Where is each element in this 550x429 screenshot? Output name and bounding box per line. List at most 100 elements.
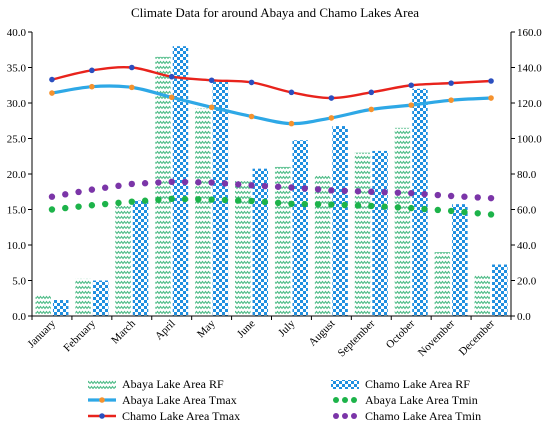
dot-abaya-lake-area-tmin-6-0 [288, 200, 295, 208]
x-label-january: January [25, 317, 58, 350]
right-tick-label-4: 80.0 [517, 169, 537, 181]
dot-chamo-lake-area-tmin-8-2 [394, 189, 402, 196]
bar-abaya-rf-november [434, 252, 451, 316]
marker-chamo-lake-area-tmax-11 [488, 78, 494, 84]
dot-chamo-lake-area-tmin-0-1 [62, 191, 69, 198]
dot-chamo-lake-area-tmin-1-0 [88, 186, 96, 193]
dot-chamo-lake-area-tmin-end [487, 194, 495, 202]
dot-abaya-lake-area-tmin-7-2 [354, 202, 362, 209]
dot-chamo-lake-area-tmin-7-1 [341, 187, 348, 195]
dot-abaya-lake-area-tmin-end [487, 211, 495, 218]
marker-abaya-lake-area-tmax-6 [288, 120, 295, 127]
bar-chamo-rf-january [52, 300, 69, 316]
legend-dot-abaya-lake-area-tmin-0 [333, 397, 339, 403]
marker-chamo-lake-area-tmax-1 [89, 67, 95, 74]
dot-abaya-lake-area-tmin-8-1 [381, 203, 388, 210]
bar-chamo-rf-may [212, 81, 229, 316]
bar-abaya-rf-october [394, 127, 411, 316]
marker-chamo-lake-area-tmax-4 [208, 77, 215, 84]
dot-chamo-lake-area-tmin-2-2 [155, 179, 162, 186]
legend: Abaya Lake Area RF Chamo Lake Area RF Abay… [88, 377, 481, 423]
marker-abaya-lake-area-tmax-10 [448, 97, 454, 103]
legend-dot-abaya-lake-area-tmin-1 [342, 397, 348, 403]
x-label-march: March [109, 317, 138, 346]
bar-chamo-rf-july [292, 140, 308, 316]
right-tick-label-8: 160.0 [517, 27, 542, 39]
dot-abaya-lake-area-tmin-5-0 [248, 197, 255, 205]
marker-abaya-lake-area-tmax-5 [248, 113, 255, 120]
dot-abaya-lake-area-tmin-3-2 [195, 196, 202, 203]
dot-chamo-lake-area-tmin-5-1 [261, 182, 269, 190]
right-tick-label-6: 120.0 [517, 98, 542, 110]
dot-abaya-lake-area-tmin-2-0 [128, 198, 135, 205]
left-tick-label-4: 20.0 [7, 169, 27, 181]
dot-abaya-lake-area-tmin-7-0 [328, 201, 335, 208]
dot-chamo-lake-area-tmin-5-2 [274, 183, 282, 190]
dot-chamo-lake-area-tmin-7-2 [354, 188, 362, 195]
dot-abaya-lake-area-tmin-7-1 [341, 201, 348, 209]
x-label-april: April [153, 318, 178, 343]
left-tick-label-2: 10.0 [7, 240, 27, 252]
dot-abaya-lake-area-tmin-5-2 [274, 199, 282, 207]
x-label-december: December [457, 317, 498, 358]
dot-chamo-lake-area-tmin-4-0 [208, 179, 215, 186]
bar-abaya-rf-june [235, 181, 251, 316]
marker-chamo-lake-area-tmax-10 [448, 80, 454, 86]
left-tick-label-5: 25.0 [7, 134, 27, 146]
legend-swatch-chamo-lake-area-rf [331, 380, 359, 389]
dot-abaya-lake-area-tmin-2-2 [155, 196, 162, 203]
bar-abaya-rf-december [474, 275, 491, 316]
right-tick-label-0: 0.0 [517, 311, 531, 323]
left-tick-label-0: 0.0 [12, 311, 26, 323]
right-tick-label-5: 100.0 [517, 134, 542, 146]
dot-chamo-lake-area-tmin-10-0 [447, 192, 455, 200]
dot-chamo-lake-area-tmin-3-1 [181, 178, 189, 186]
dot-chamo-lake-area-tmin-6-0 [288, 184, 295, 191]
dot-chamo-lake-area-tmin-6-2 [314, 186, 322, 193]
legend-dot-chamo-lake-area-tmin-1 [342, 413, 348, 419]
marker-chamo-lake-area-tmax-9 [408, 82, 415, 89]
bar-abaya-rf-august [314, 175, 331, 316]
dot-chamo-lake-area-tmin-10-2 [474, 194, 481, 201]
dot-abaya-lake-area-tmin-1-1 [101, 200, 109, 208]
dot-chamo-lake-area-tmin-5-0 [248, 182, 255, 189]
dot-chamo-lake-area-tmin-9-0 [408, 189, 415, 197]
dot-abaya-lake-area-tmin-0-1 [62, 204, 69, 212]
dot-chamo-lake-area-tmin-8-1 [381, 189, 388, 196]
bar-chamo-rf-september [372, 150, 388, 316]
legend-label-chamo-lake-area-tmin: Chamo Lake Area Tmin [365, 409, 481, 423]
dot-abaya-lake-area-tmin-8-2 [394, 204, 402, 211]
dot-abaya-lake-area-tmin-4-1 [221, 196, 229, 204]
dot-abaya-lake-area-tmin-6-1 [301, 200, 308, 208]
legend-marker-abaya-lake-area-tmax [99, 397, 105, 403]
dot-abaya-lake-area-tmin-3-1 [181, 195, 189, 203]
dot-chamo-lake-area-tmin-0-2 [75, 188, 82, 196]
x-label-august: August [307, 318, 338, 349]
marker-abaya-lake-area-tmax-7 [328, 115, 335, 121]
dot-chamo-lake-area-tmin-0-0 [48, 193, 56, 200]
bar-abaya-rf-september [354, 152, 371, 316]
dot-chamo-lake-area-tmin-3-2 [195, 179, 202, 186]
bar-abaya-rf-february [75, 278, 91, 316]
bar-chamo-rf-october [412, 88, 428, 316]
dot-abaya-lake-area-tmin-9-0 [408, 204, 415, 212]
chart-title: Climate Data for around Abaya and Chamo … [131, 5, 419, 20]
marker-chamo-lake-area-tmax-5 [248, 79, 255, 86]
x-label-september: September [336, 317, 378, 359]
left-tick-label-3: 15.0 [7, 205, 27, 217]
legend-label-chamo-lake-area-tmax: Chamo Lake Area Tmax [122, 409, 240, 423]
dot-abaya-lake-area-tmin-2-1 [141, 197, 149, 204]
x-label-june: June [235, 318, 258, 341]
bar-abaya-rf-january [35, 294, 51, 316]
dot-abaya-lake-area-tmin-4-0 [208, 196, 215, 203]
marker-abaya-lake-area-tmax-1 [89, 83, 95, 90]
dot-abaya-lake-area-tmin-8-0 [368, 202, 375, 210]
bar-abaya-rf-march [115, 205, 131, 316]
dot-abaya-lake-area-tmin-0-0 [48, 206, 56, 213]
line-abaya-lake-area-tmax [51, 84, 492, 126]
bar-chamo-rf-december [492, 264, 508, 316]
right-tick-label-1: 20.0 [517, 276, 537, 288]
x-label-may: May [195, 317, 218, 340]
dot-chamo-lake-area-tmin-4-1 [221, 180, 229, 187]
